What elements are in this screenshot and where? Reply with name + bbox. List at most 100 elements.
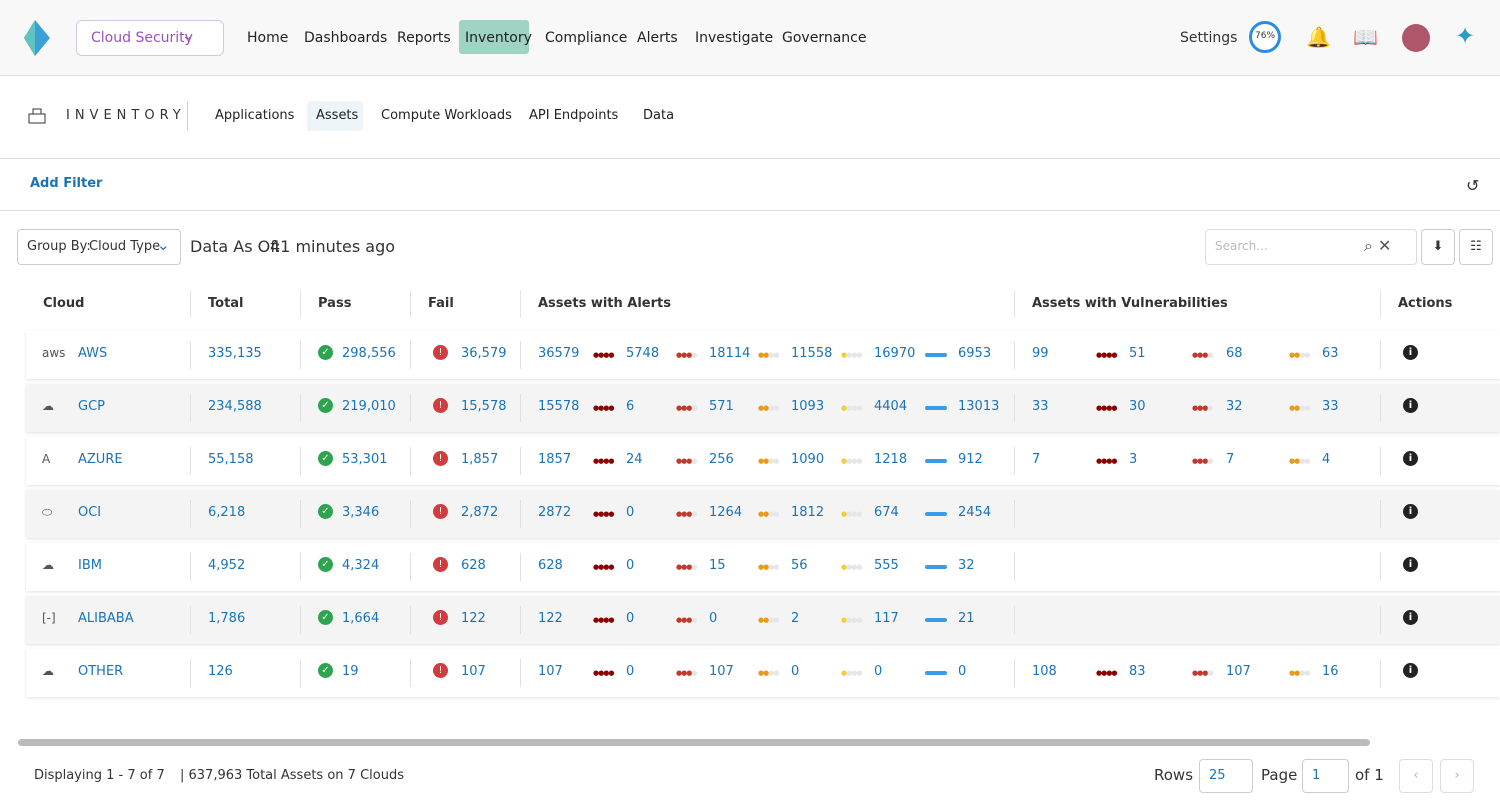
fail[interactable]: 2,872 xyxy=(461,505,499,520)
fail[interactable]: 628 xyxy=(461,558,486,573)
alerts-count[interactable]: 16970 xyxy=(874,346,916,361)
fail[interactable]: 122 xyxy=(461,611,486,626)
alerts-count[interactable]: 2 xyxy=(791,611,800,626)
fail[interactable]: 15,578 xyxy=(461,399,507,414)
scrollbar[interactable] xyxy=(18,739,1370,746)
avatar[interactable] xyxy=(1402,24,1430,52)
nav-item[interactable]: Dashboards xyxy=(304,30,388,46)
group-by-value[interactable]: Cloud Type xyxy=(89,239,161,254)
alerts-count[interactable]: 256 xyxy=(709,452,734,467)
action-icon[interactable]: i xyxy=(1403,451,1418,466)
search-icon[interactable]: ⌕ ✕ xyxy=(1364,236,1392,255)
vulns-count[interactable]: 32 xyxy=(1226,399,1243,414)
action-icon[interactable]: i xyxy=(1403,557,1418,572)
alerts-count[interactable]: 107 xyxy=(709,664,734,679)
alerts-count[interactable]: 571 xyxy=(709,399,734,414)
alerts-count[interactable]: 0 xyxy=(791,664,800,679)
alerts-count[interactable]: 1812 xyxy=(791,505,825,520)
vulns-count[interactable]: 83 xyxy=(1129,664,1146,679)
alerts-count[interactable]: 5748 xyxy=(626,346,660,361)
column-header[interactable]: Cloud xyxy=(43,296,85,311)
vulns-total[interactable]: 108 xyxy=(1032,664,1057,679)
alerts-count[interactable]: 0 xyxy=(626,558,635,573)
alerts-count[interactable]: 0 xyxy=(958,664,967,679)
nav-item[interactable]: Investigate xyxy=(695,30,774,46)
vulns-total[interactable]: 33 xyxy=(1032,399,1049,414)
alerts-count[interactable]: 0 xyxy=(874,664,883,679)
alerts-count[interactable]: 24 xyxy=(626,452,643,467)
alerts-count[interactable]: 4404 xyxy=(874,399,908,414)
action-icon[interactable]: i xyxy=(1403,610,1418,625)
alerts-total[interactable]: 107 xyxy=(538,664,563,679)
bell[interactable]: 🔔 xyxy=(1306,25,1331,49)
alerts-count[interactable]: 6 xyxy=(626,399,635,414)
nav-item[interactable]: Reports xyxy=(397,30,451,46)
action-icon[interactable]: i xyxy=(1403,345,1418,360)
alerts-count[interactable]: 1093 xyxy=(791,399,825,414)
cloud-name[interactable]: OCI xyxy=(78,505,102,520)
action-icon[interactable]: i xyxy=(1403,504,1418,519)
rows-value[interactable]: 25 xyxy=(1209,768,1226,783)
pass[interactable]: 219,010 xyxy=(342,399,396,414)
total[interactable]: 4,952 xyxy=(208,558,246,573)
page-value[interactable]: 1 xyxy=(1312,768,1321,783)
vulns-count[interactable]: 68 xyxy=(1226,346,1243,361)
alerts-count[interactable]: 1090 xyxy=(791,452,825,467)
vulns-total[interactable]: 99 xyxy=(1032,346,1049,361)
next-page[interactable]: › xyxy=(1440,759,1474,793)
pass[interactable]: 53,301 xyxy=(342,452,388,467)
vulns-count[interactable]: 63 xyxy=(1322,346,1339,361)
subnav-tab[interactable]: API Endpoints xyxy=(529,108,619,123)
alerts-count[interactable]: 2454 xyxy=(958,505,992,520)
columns-button[interactable]: ☷ xyxy=(1459,229,1493,265)
alerts-count[interactable]: 6953 xyxy=(958,346,992,361)
alerts-total[interactable]: 2872 xyxy=(538,505,572,520)
alerts-count[interactable]: 1264 xyxy=(709,505,743,520)
settings[interactable]: Settings xyxy=(1180,30,1238,46)
alerts-count[interactable]: 117 xyxy=(874,611,899,626)
pass[interactable]: 298,556 xyxy=(342,346,396,361)
nav-item[interactable]: Home xyxy=(247,30,289,46)
action-icon[interactable]: i xyxy=(1403,398,1418,413)
vulns-count[interactable]: 16 xyxy=(1322,664,1339,679)
alerts-total[interactable]: 122 xyxy=(538,611,563,626)
total[interactable]: 6,218 xyxy=(208,505,246,520)
alerts-count[interactable]: 15 xyxy=(709,558,726,573)
subnav-tab[interactable]: Data xyxy=(643,108,675,123)
alerts-total[interactable]: 628 xyxy=(538,558,563,573)
nav-item[interactable]: Inventory xyxy=(465,30,532,46)
group-by-select[interactable] xyxy=(17,229,181,265)
alerts-count[interactable]: 674 xyxy=(874,505,899,520)
vulns-count[interactable]: 3 xyxy=(1129,452,1138,467)
alerts-count[interactable]: 21 xyxy=(958,611,975,626)
alerts-count[interactable]: 11558 xyxy=(791,346,833,361)
alerts-count[interactable]: 0 xyxy=(626,611,635,626)
alerts-count[interactable]: 56 xyxy=(791,558,808,573)
alerts-count[interactable]: 0 xyxy=(626,505,635,520)
assistant[interactable]: ✦ xyxy=(1455,22,1476,50)
alerts-count[interactable]: 555 xyxy=(874,558,899,573)
alerts-count[interactable]: 912 xyxy=(958,452,983,467)
alerts-total[interactable]: 15578 xyxy=(538,399,580,414)
vulns-count[interactable]: 33 xyxy=(1322,399,1339,414)
brand-switch[interactable] xyxy=(76,20,224,56)
subnav-tab[interactable]: Applications xyxy=(215,108,295,123)
pass[interactable]: 4,324 xyxy=(342,558,380,573)
subnav-tab[interactable]: Compute Workloads xyxy=(381,108,512,123)
column-header[interactable]: Pass xyxy=(318,296,352,311)
vulns-count[interactable]: 107 xyxy=(1226,664,1251,679)
cloud-name[interactable]: AZURE xyxy=(78,452,123,467)
vulns-count[interactable]: 7 xyxy=(1226,452,1235,467)
fail[interactable]: 107 xyxy=(461,664,486,679)
pass[interactable]: 1,664 xyxy=(342,611,380,626)
alerts-count[interactable]: 18114 xyxy=(709,346,751,361)
cloud-name[interactable]: IBM xyxy=(78,558,102,573)
alerts-total[interactable]: 36579 xyxy=(538,346,580,361)
alerts-count[interactable]: 1218 xyxy=(874,452,908,467)
total[interactable]: 1,786 xyxy=(208,611,246,626)
column-header[interactable]: Assets with Alerts xyxy=(538,296,671,311)
pass[interactable]: 3,346 xyxy=(342,505,380,520)
total[interactable]: 55,158 xyxy=(208,452,254,467)
total[interactable]: 126 xyxy=(208,664,233,679)
total[interactable]: 234,588 xyxy=(208,399,262,414)
